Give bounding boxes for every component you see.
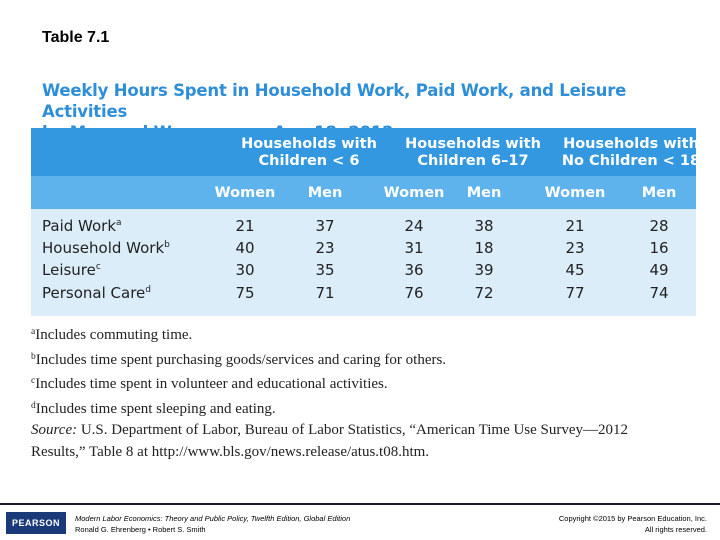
table-cell: 76 xyxy=(404,284,424,302)
footer-copyright: Copyright ©2015 by Pearson Education, In… xyxy=(559,513,707,535)
subheader-men: Men xyxy=(307,185,343,201)
group-header-children-6-17: Households with Children 6–17 xyxy=(373,136,573,170)
table-row-personal-care: Personal Cared 75 71 76 72 77 74 xyxy=(31,284,696,306)
row-label: Personal Cared xyxy=(42,284,151,302)
table-cell: 21 xyxy=(565,217,585,235)
hours-table: Households with Children < 6 Households … xyxy=(31,128,700,316)
table-cell: 24 xyxy=(404,217,424,235)
footnote-text: Includes time spent in volunteer and edu… xyxy=(35,376,388,393)
table-notes: aIncludes commuting time. bIncludes time… xyxy=(31,322,711,464)
footnote-text: Includes commuting time. xyxy=(35,327,193,343)
footnote-mark: d xyxy=(145,285,151,295)
group-header-line2: Children 6–17 xyxy=(417,153,529,169)
footnote: bIncludes time spent purchasing goods/se… xyxy=(31,347,711,372)
footnote-text: Includes time spent sleeping and eating. xyxy=(35,400,276,417)
subheader-women: Women xyxy=(383,185,445,201)
table-cell: 21 xyxy=(235,217,255,235)
table-cell: 31 xyxy=(404,239,424,257)
row-label: Household Workb xyxy=(42,239,170,257)
footnote-mark: d xyxy=(31,400,36,411)
table-cell: 28 xyxy=(649,217,669,235)
table-cell: 39 xyxy=(474,261,494,279)
row-label-text: Household Work xyxy=(42,239,165,257)
table-cell: 23 xyxy=(315,239,335,257)
table-cell: 30 xyxy=(235,261,255,279)
source-note: Source: U.S. Department of Labor, Bureau… xyxy=(31,420,711,442)
footnote-mark: c xyxy=(95,262,101,272)
footnote: aIncludes commuting time. xyxy=(31,322,711,347)
group-header-children-under-6: Households with Children < 6 xyxy=(209,136,409,170)
table-cell: 75 xyxy=(235,284,255,302)
table-title-line1: Weekly Hours Spent in Household Work, Pa… xyxy=(42,81,627,121)
row-label: Leisurec xyxy=(42,261,101,279)
footnote: dIncludes time spent sleeping and eating… xyxy=(31,396,711,421)
subheader-men: Men xyxy=(641,185,677,201)
source-label: Source: xyxy=(31,422,78,439)
footnote-mark: c xyxy=(31,376,36,387)
table-cell: 23 xyxy=(565,239,585,257)
footnote-mark: a xyxy=(116,218,122,228)
table-subheader-band xyxy=(31,176,696,209)
source-note-line2: Results,” Table 8 at http://www.bls.gov/… xyxy=(31,443,430,460)
footer-book-info: Modern Labor Economics: Theory and Publi… xyxy=(75,513,350,535)
footer-divider xyxy=(0,503,720,505)
footnote-mark: a xyxy=(31,327,36,337)
copyright-text: Copyright ©2015 by Pearson Education, In… xyxy=(558,514,707,523)
rights-text: All rights reserved. xyxy=(644,525,707,534)
table-cell: 72 xyxy=(474,284,494,302)
subheader-women: Women xyxy=(544,185,606,201)
book-title: Modern Labor Economics: Theory and Publi… xyxy=(75,514,351,523)
footnote: cIncludes time spent in volunteer and ed… xyxy=(31,371,711,396)
subheader-women: Women xyxy=(214,185,276,201)
table-cell: 77 xyxy=(565,284,585,302)
book-authors: Ronald G. Ehrenberg • Robert S. Smith xyxy=(75,525,206,534)
group-header-line2: No Children < 18 xyxy=(561,153,701,169)
footnote-mark: b xyxy=(164,240,170,250)
group-header-line1: Households with xyxy=(405,136,541,152)
table-cell: 36 xyxy=(404,261,424,279)
row-label-text: Personal Care xyxy=(42,284,146,302)
source-text-line1: U.S. Department of Labor, Bureau of Labo… xyxy=(80,422,629,439)
table-cell: 40 xyxy=(235,239,255,257)
footnote-mark: b xyxy=(31,351,36,362)
table-cell: 16 xyxy=(649,239,669,257)
table-group-header-band xyxy=(31,128,696,176)
row-label-text: Leisure xyxy=(42,261,96,279)
table-cell: 74 xyxy=(649,284,669,302)
table-cell: 18 xyxy=(474,239,494,257)
slide-title: Table 7.1 xyxy=(42,29,110,46)
table-row-paid-work: Paid Worka 21 37 24 38 21 28 xyxy=(31,217,696,239)
footnote-text: Includes time spent purchasing goods/ser… xyxy=(35,351,447,368)
table-cell: 37 xyxy=(315,217,335,235)
group-header-line1: Households with xyxy=(563,136,699,152)
subheader-men: Men xyxy=(466,185,502,201)
group-header-line1: Households with xyxy=(241,136,377,152)
table-row-leisure: Leisurec 30 35 36 39 45 49 xyxy=(31,261,696,283)
row-label: Paid Worka xyxy=(42,217,122,235)
table-cell: 71 xyxy=(315,284,335,302)
table-cell: 38 xyxy=(474,217,494,235)
group-header-line2: Children < 6 xyxy=(258,153,360,169)
row-label-text: Paid Work xyxy=(42,217,117,235)
table-cell: 45 xyxy=(565,261,585,279)
table-cell: 49 xyxy=(649,261,669,279)
table-row-household-work: Household Workb 40 23 31 18 23 16 xyxy=(31,239,696,261)
pearson-logo: PEARSON xyxy=(6,512,66,534)
table-cell: 35 xyxy=(315,261,335,279)
table-body-band xyxy=(31,209,696,316)
group-header-no-children: Households with No Children < 18 xyxy=(531,136,720,170)
